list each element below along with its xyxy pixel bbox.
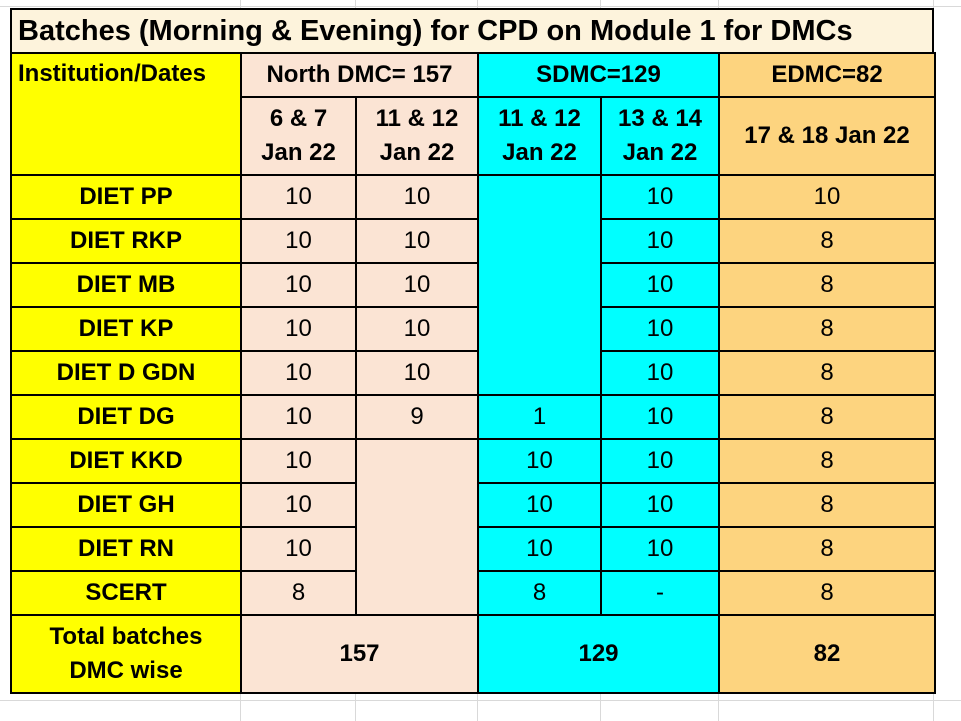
institution-cell[interactable]: DIET KP [10,306,242,352]
value-cell[interactable]: 8 [718,218,936,264]
value-cell[interactable]: 8 [718,262,936,308]
table-row: DIET KP 10 10 10 8 [10,306,936,352]
value-cell[interactable]: 10 [477,482,602,528]
total-edmc[interactable]: 82 [718,614,936,694]
value-cell[interactable]: 8 [718,526,936,572]
edmc-header[interactable]: EDMC=82 [718,52,936,98]
value-cell[interactable]: 8 [718,570,936,616]
institution-cell[interactable]: DIET RKP [10,218,242,264]
value-cell[interactable]: 10 [355,350,479,396]
value-cell[interactable]: 1 [477,394,602,440]
value-cell[interactable]: 10 [600,350,720,396]
merged-empty-cell[interactable] [355,438,479,616]
value-cell[interactable]: 10 [240,174,357,220]
value-cell[interactable]: 8 [718,394,936,440]
value-cell[interactable]: 9 [355,394,479,440]
value-cell[interactable]: 10 [600,438,720,484]
table-row: DIET RKP 10 10 10 8 [10,218,936,264]
date-header-north-2[interactable]: 11 & 12 Jan 22 [355,96,479,176]
value-cell[interactable]: 8 [718,482,936,528]
institution-cell[interactable]: DIET MB [10,262,242,308]
value-cell[interactable]: 10 [240,526,357,572]
value-cell[interactable]: 10 [240,438,357,484]
value-cell[interactable]: 10 [355,262,479,308]
value-cell[interactable]: 10 [355,218,479,264]
value-cell[interactable]: 8 [718,306,936,352]
institution-cell[interactable]: DIET RN [10,526,242,572]
value-cell[interactable]: 10 [240,394,357,440]
institution-cell[interactable]: DIET D GDN [10,350,242,396]
value-cell[interactable]: 10 [600,218,720,264]
value-cell[interactable]: 10 [600,482,720,528]
institution-cell[interactable]: DIET DG [10,394,242,440]
total-north[interactable]: 157 [240,614,479,694]
value-cell[interactable]: 10 [477,526,602,572]
value-cell[interactable]: 8 [718,438,936,484]
table-row: DIET RN 10 10 10 8 [10,526,936,572]
value-cell[interactable]: 10 [240,262,357,308]
value-cell[interactable]: - [600,570,720,616]
value-cell[interactable]: 10 [355,306,479,352]
value-cell[interactable]: 10 [477,438,602,484]
institution-cell[interactable]: DIET GH [10,482,242,528]
value-cell[interactable]: 10 [600,394,720,440]
value-cell[interactable]: 10 [240,482,357,528]
value-cell[interactable]: 8 [240,570,357,616]
date-header-sdmc-2[interactable]: 13 & 14 Jan 22 [600,96,720,176]
table-row: SCERT 8 8 - 8 [10,570,936,616]
institution-cell[interactable]: DIET KKD [10,438,242,484]
value-cell[interactable]: 10 [240,350,357,396]
totals-row: Total batches DMC wise 157 129 82 [10,614,936,694]
table-row: DIET MB 10 10 10 8 [10,262,936,308]
value-cell[interactable]: 10 [240,218,357,264]
value-cell[interactable]: 8 [477,570,602,616]
sdmc-header[interactable]: SDMC=129 [477,52,720,98]
batches-table: Institution/Dates North DMC= 157 SDMC=12… [10,52,936,694]
value-cell[interactable]: 10 [600,262,720,308]
table-row: DIET PP 10 10 10 10 [10,174,936,396]
value-cell[interactable]: 10 [600,174,720,220]
value-cell[interactable]: 10 [600,306,720,352]
date-header-edmc[interactable]: 17 & 18 Jan 22 [718,96,936,176]
date-header-north-1[interactable]: 6 & 7 Jan 22 [240,96,357,176]
value-cell[interactable]: 10 [355,174,479,220]
table-row: DIET DG 10 9 1 10 8 [10,394,936,440]
value-cell[interactable]: 10 [240,306,357,352]
table-row: DIET GH 10 10 10 8 [10,482,936,528]
north-dmc-header[interactable]: North DMC= 157 [240,52,479,98]
sheet-gridline [0,700,961,701]
institution-dates-header[interactable]: Institution/Dates [10,52,242,176]
institution-cell[interactable]: SCERT [10,570,242,616]
date-header-sdmc-1[interactable]: 11 & 12 Jan 22 [477,96,602,176]
merged-empty-cell[interactable] [477,174,602,396]
institution-cell[interactable]: DIET PP [10,174,242,220]
sheet-title: Batches (Morning & Evening) for CPD on M… [10,8,934,52]
sheet-gridline [0,6,961,7]
value-cell[interactable]: 10 [600,526,720,572]
total-sdmc[interactable]: 129 [477,614,720,694]
value-cell[interactable]: 8 [718,350,936,396]
table-row: DIET KKD 10 10 10 8 [10,438,936,616]
totals-label[interactable]: Total batches DMC wise [10,614,242,694]
value-cell[interactable]: 10 [718,174,936,220]
table-row: DIET D GDN 10 10 10 8 [10,350,936,396]
